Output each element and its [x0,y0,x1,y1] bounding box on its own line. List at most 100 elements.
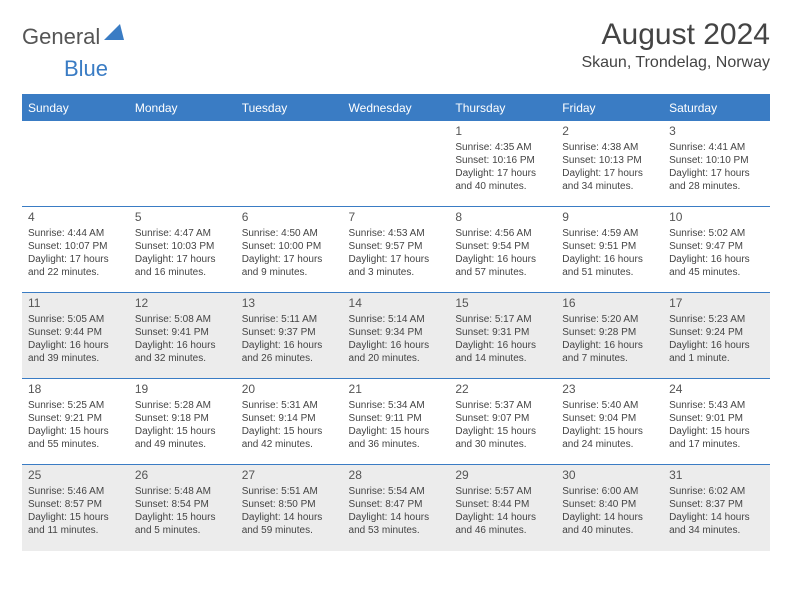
sunrise-text: Sunrise: 4:35 AM [455,141,550,154]
calendar-week-row: 4Sunrise: 4:44 AMSunset: 10:07 PMDayligh… [22,207,770,293]
daylight-text: Daylight: 15 hours and 11 minutes. [28,511,123,537]
sunset-text: Sunset: 8:54 PM [135,498,230,511]
sunset-text: Sunset: 8:57 PM [28,498,123,511]
calendar-day-cell: 19Sunrise: 5:28 AMSunset: 9:18 PMDayligh… [129,379,236,465]
day-number: 27 [242,468,337,484]
sunset-text: Sunset: 9:21 PM [28,412,123,425]
day-number: 24 [669,382,764,398]
logo-text-blue: Blue [64,56,108,81]
daylight-text: Daylight: 16 hours and 14 minutes. [455,339,550,365]
sunset-text: Sunset: 9:14 PM [242,412,337,425]
sunset-text: Sunset: 9:28 PM [562,326,657,339]
day-number: 11 [28,296,123,312]
calendar-day-cell: 22Sunrise: 5:37 AMSunset: 9:07 PMDayligh… [449,379,556,465]
daylight-text: Daylight: 14 hours and 53 minutes. [349,511,444,537]
sunrise-text: Sunrise: 5:14 AM [349,313,444,326]
daylight-text: Daylight: 14 hours and 46 minutes. [455,511,550,537]
calendar-week-row: 11Sunrise: 5:05 AMSunset: 9:44 PMDayligh… [22,293,770,379]
daylight-text: Daylight: 17 hours and 34 minutes. [562,167,657,193]
sunrise-text: Sunrise: 5:02 AM [669,227,764,240]
sunrise-text: Sunrise: 4:50 AM [242,227,337,240]
day-number: 7 [349,210,444,226]
calendar-empty-cell [343,121,450,207]
day-number: 6 [242,210,337,226]
daylight-text: Daylight: 15 hours and 30 minutes. [455,425,550,451]
sunset-text: Sunset: 9:47 PM [669,240,764,253]
day-number: 29 [455,468,550,484]
sunrise-text: Sunrise: 6:02 AM [669,485,764,498]
sunset-text: Sunset: 9:41 PM [135,326,230,339]
calendar-day-cell: 7Sunrise: 4:53 AMSunset: 9:57 PMDaylight… [343,207,450,293]
logo: General [22,18,126,50]
calendar-day-cell: 15Sunrise: 5:17 AMSunset: 9:31 PMDayligh… [449,293,556,379]
day-number: 17 [669,296,764,312]
sunrise-text: Sunrise: 6:00 AM [562,485,657,498]
calendar-day-cell: 30Sunrise: 6:00 AMSunset: 8:40 PMDayligh… [556,465,663,551]
day-number: 9 [562,210,657,226]
day-number: 10 [669,210,764,226]
day-header: Thursday [449,95,556,121]
day-number: 28 [349,468,444,484]
calendar-day-cell: 29Sunrise: 5:57 AMSunset: 8:44 PMDayligh… [449,465,556,551]
day-number: 19 [135,382,230,398]
sunset-text: Sunset: 9:37 PM [242,326,337,339]
day-header: Tuesday [236,95,343,121]
day-number: 26 [135,468,230,484]
sunset-text: Sunset: 10:00 PM [242,240,337,253]
daylight-text: Daylight: 14 hours and 34 minutes. [669,511,764,537]
sunrise-text: Sunrise: 5:28 AM [135,399,230,412]
calendar-day-cell: 17Sunrise: 5:23 AMSunset: 9:24 PMDayligh… [663,293,770,379]
calendar-day-cell: 10Sunrise: 5:02 AMSunset: 9:47 PMDayligh… [663,207,770,293]
calendar-week-row: 18Sunrise: 5:25 AMSunset: 9:21 PMDayligh… [22,379,770,465]
calendar-day-cell: 26Sunrise: 5:48 AMSunset: 8:54 PMDayligh… [129,465,236,551]
day-number: 21 [349,382,444,398]
calendar-empty-cell [236,121,343,207]
day-number: 3 [669,124,764,140]
daylight-text: Daylight: 16 hours and 20 minutes. [349,339,444,365]
sunset-text: Sunset: 9:31 PM [455,326,550,339]
daylight-text: Daylight: 15 hours and 49 minutes. [135,425,230,451]
day-number: 8 [455,210,550,226]
sunrise-text: Sunrise: 5:23 AM [669,313,764,326]
daylight-text: Daylight: 14 hours and 40 minutes. [562,511,657,537]
calendar-day-cell: 4Sunrise: 4:44 AMSunset: 10:07 PMDayligh… [22,207,129,293]
sunrise-text: Sunrise: 5:57 AM [455,485,550,498]
calendar-day-cell: 12Sunrise: 5:08 AMSunset: 9:41 PMDayligh… [129,293,236,379]
day-header: Friday [556,95,663,121]
daylight-text: Daylight: 16 hours and 32 minutes. [135,339,230,365]
sunset-text: Sunset: 9:51 PM [562,240,657,253]
daylight-text: Daylight: 16 hours and 7 minutes. [562,339,657,365]
daylight-text: Daylight: 15 hours and 55 minutes. [28,425,123,451]
daylight-text: Daylight: 16 hours and 1 minute. [669,339,764,365]
sunset-text: Sunset: 10:10 PM [669,154,764,167]
sunset-text: Sunset: 8:44 PM [455,498,550,511]
sunrise-text: Sunrise: 5:31 AM [242,399,337,412]
sunrise-text: Sunrise: 4:53 AM [349,227,444,240]
sunset-text: Sunset: 10:03 PM [135,240,230,253]
sunrise-text: Sunrise: 5:51 AM [242,485,337,498]
sunset-text: Sunset: 9:04 PM [562,412,657,425]
month-title: August 2024 [581,18,770,52]
day-number: 25 [28,468,123,484]
sunrise-text: Sunrise: 5:08 AM [135,313,230,326]
day-header: Wednesday [343,95,450,121]
calendar-day-cell: 21Sunrise: 5:34 AMSunset: 9:11 PMDayligh… [343,379,450,465]
calendar-day-cell: 11Sunrise: 5:05 AMSunset: 9:44 PMDayligh… [22,293,129,379]
calendar-day-cell: 18Sunrise: 5:25 AMSunset: 9:21 PMDayligh… [22,379,129,465]
sunset-text: Sunset: 9:57 PM [349,240,444,253]
daylight-text: Daylight: 17 hours and 9 minutes. [242,253,337,279]
sunset-text: Sunset: 8:47 PM [349,498,444,511]
day-header: Sunday [22,95,129,121]
day-number: 16 [562,296,657,312]
daylight-text: Daylight: 17 hours and 28 minutes. [669,167,764,193]
calendar-day-cell: 14Sunrise: 5:14 AMSunset: 9:34 PMDayligh… [343,293,450,379]
daylight-text: Daylight: 16 hours and 57 minutes. [455,253,550,279]
day-number: 23 [562,382,657,398]
logo-text-general: General [22,24,100,50]
calendar-day-cell: 3Sunrise: 4:41 AMSunset: 10:10 PMDayligh… [663,121,770,207]
day-number: 5 [135,210,230,226]
daylight-text: Daylight: 16 hours and 45 minutes. [669,253,764,279]
sunrise-text: Sunrise: 5:34 AM [349,399,444,412]
daylight-text: Daylight: 16 hours and 51 minutes. [562,253,657,279]
calendar-day-cell: 24Sunrise: 5:43 AMSunset: 9:01 PMDayligh… [663,379,770,465]
